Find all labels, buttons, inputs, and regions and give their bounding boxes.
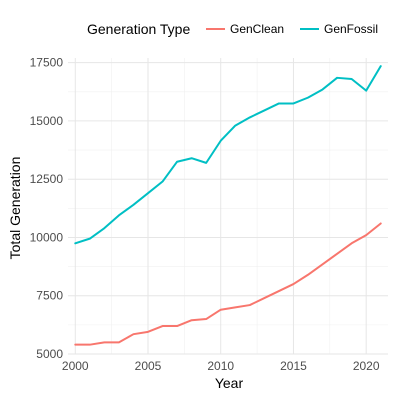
grid <box>68 58 388 355</box>
legend-label-genclean: GenClean <box>230 22 284 36</box>
y-tick-label: 17500 <box>30 56 64 70</box>
y-axis-title: Total Generation <box>7 157 23 260</box>
y-tick-label: 7500 <box>36 289 63 303</box>
x-axis-ticks: 2000 2005 2010 2015 2020 <box>62 359 380 373</box>
series-line-genfossil <box>74 65 382 245</box>
x-tick-label: 2015 <box>280 359 307 373</box>
x-tick-label: 2010 <box>207 359 234 373</box>
x-tick-label: 2005 <box>135 359 162 373</box>
y-tick-label: 10000 <box>30 230 64 244</box>
x-axis-title: Year <box>215 375 244 391</box>
series-lines <box>74 65 382 346</box>
y-axis-ticks: 5000 7500 10000 12500 15000 17500 <box>30 56 64 361</box>
y-tick-label: 15000 <box>30 114 64 128</box>
y-tick-label: 5000 <box>36 347 63 361</box>
x-tick-label: 2020 <box>353 359 380 373</box>
x-tick-label: 2000 <box>62 359 89 373</box>
chart-legend: Generation Type GenClean GenFossil <box>87 21 378 37</box>
series-line-genclean <box>74 222 382 346</box>
legend-title: Generation Type <box>87 21 190 37</box>
legend-label-genfossil: GenFossil <box>324 22 378 36</box>
y-tick-label: 12500 <box>30 172 64 186</box>
